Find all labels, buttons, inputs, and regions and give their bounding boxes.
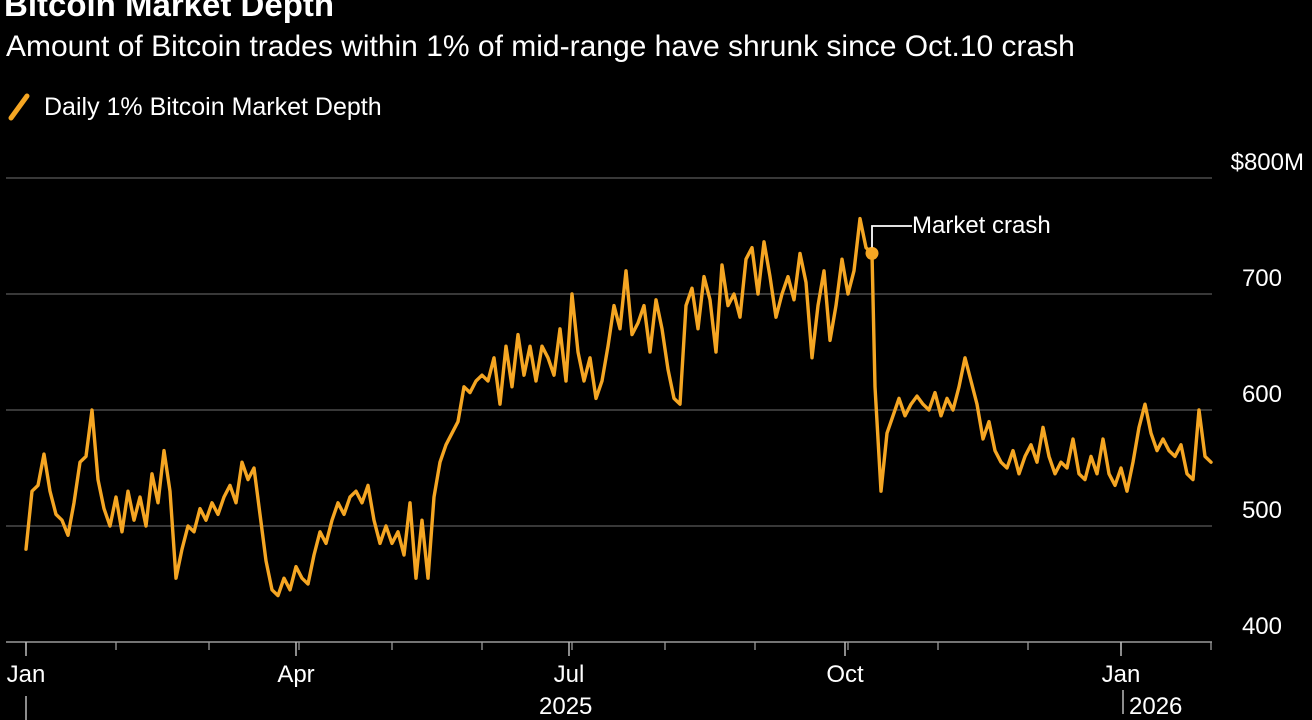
x-tick-label: Apr	[277, 661, 314, 688]
annotation-leader	[871, 225, 912, 248]
y-tick-label: 500	[1242, 497, 1282, 524]
annotation-label: Market crash	[912, 212, 1051, 239]
x-tick-label: Oct	[826, 661, 864, 688]
chart-title: Bitcoin Market Depth	[4, 0, 335, 23]
year-label: 2025	[539, 693, 592, 720]
annotation-marker	[865, 246, 879, 260]
x-tick-label: Jan	[7, 661, 46, 688]
y-tick-label: 400	[1242, 613, 1282, 640]
series-layer	[24, 216, 1213, 598]
x-tick-label: Jan	[1102, 661, 1141, 688]
gridlines	[6, 177, 1212, 643]
x-tick-label: Jul	[554, 661, 585, 688]
y-tick-label: $800M	[1231, 149, 1304, 176]
y-tick-label: 600	[1242, 381, 1282, 408]
y-tick-label: 700	[1242, 265, 1282, 292]
x-axis: Jan Apr Jul Oct Jan 2025 2026	[7, 642, 1212, 720]
year-label: 2026	[1129, 693, 1182, 720]
legend-swatch-icon	[8, 93, 30, 121]
annotations: Market crash	[865, 212, 1051, 260]
legend: Daily 1% Bitcoin Market Depth	[8, 92, 382, 122]
series-line-daily-depth	[24, 216, 1213, 598]
chart-subtitle: Amount of Bitcoin trades within 1% of mi…	[6, 30, 1075, 63]
legend-label: Daily 1% Bitcoin Market Depth	[44, 92, 382, 121]
y-axis: $800M 700 600 500 400	[1231, 149, 1304, 640]
